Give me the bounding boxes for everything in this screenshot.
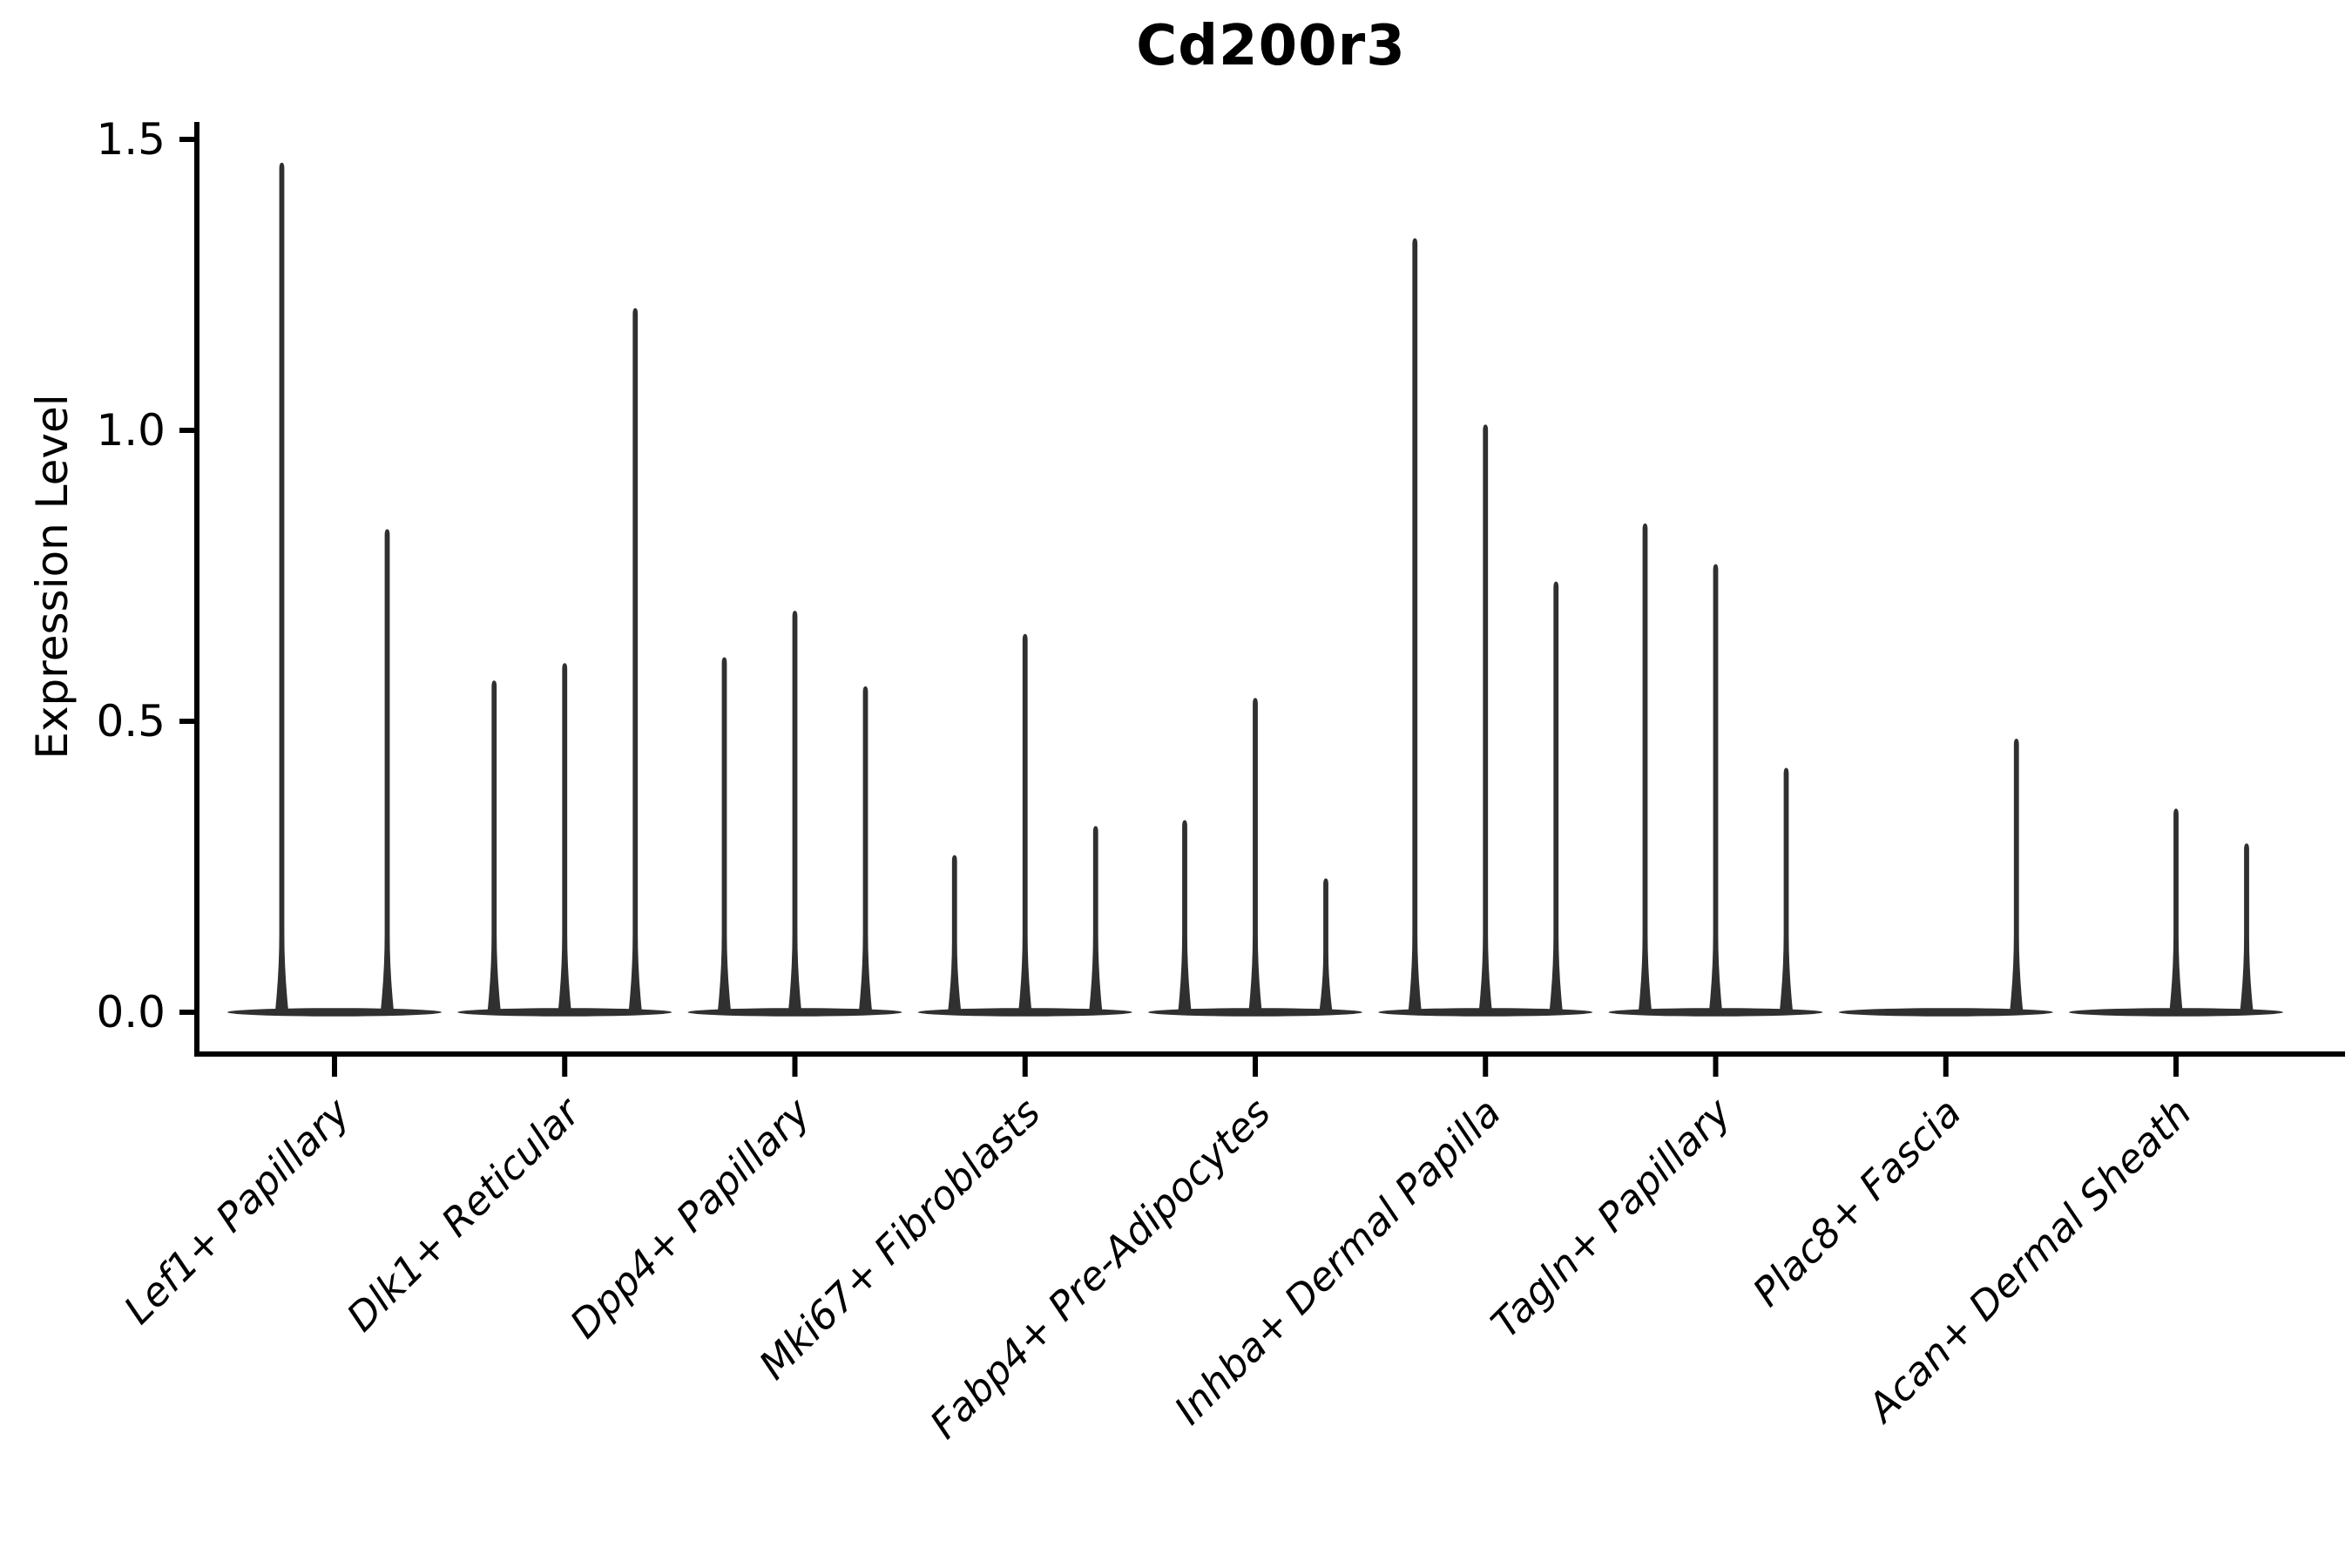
violin-spike	[1248, 698, 1262, 1015]
violin-spike	[487, 680, 502, 1015]
violin-spike	[628, 308, 643, 1016]
x-tick-label: Dlk1+ Reticular	[338, 1088, 591, 1341]
plot-title: Cd200r3	[1136, 14, 1406, 78]
violin-spike	[1088, 826, 1103, 1015]
x-tick-label: Plac8+ Fascia	[1744, 1089, 1970, 1315]
violin-spike	[2169, 808, 2183, 1015]
violin-spike	[2009, 739, 2024, 1015]
y-tick-label: 0.5	[96, 696, 166, 747]
violin-spike	[2240, 843, 2254, 1015]
violin-spike	[1638, 523, 1652, 1015]
violin-spike	[1779, 767, 1794, 1015]
y-tick-label: 0.0	[96, 987, 166, 1037]
violin-spike	[1017, 633, 1032, 1015]
violin-base	[1838, 1008, 2053, 1017]
violin-spike	[1549, 581, 1564, 1015]
violin-spike	[858, 686, 873, 1015]
x-tick-label: Tagln+ Papillary	[1482, 1088, 1740, 1347]
x-tick-label: Dpp4+ Papillary	[561, 1088, 820, 1347]
y-tick-label: 1.0	[96, 405, 166, 456]
violin-spike	[787, 611, 802, 1015]
violin-spike	[1319, 878, 1333, 1015]
violin-spike	[380, 529, 395, 1015]
y-tick-label: 1.5	[96, 114, 166, 165]
violin-spike	[274, 162, 289, 1016]
violin-base	[227, 1008, 442, 1017]
violin-spike	[717, 657, 732, 1015]
violin-spike	[1708, 564, 1723, 1015]
violin-spike	[1408, 238, 1423, 1015]
violin-spike	[558, 663, 572, 1015]
violin-spike	[1478, 424, 1493, 1015]
violin-spike	[1178, 820, 1192, 1015]
x-tick-label: Lef1+ Papillary	[115, 1088, 360, 1333]
violin-spike	[947, 855, 962, 1015]
